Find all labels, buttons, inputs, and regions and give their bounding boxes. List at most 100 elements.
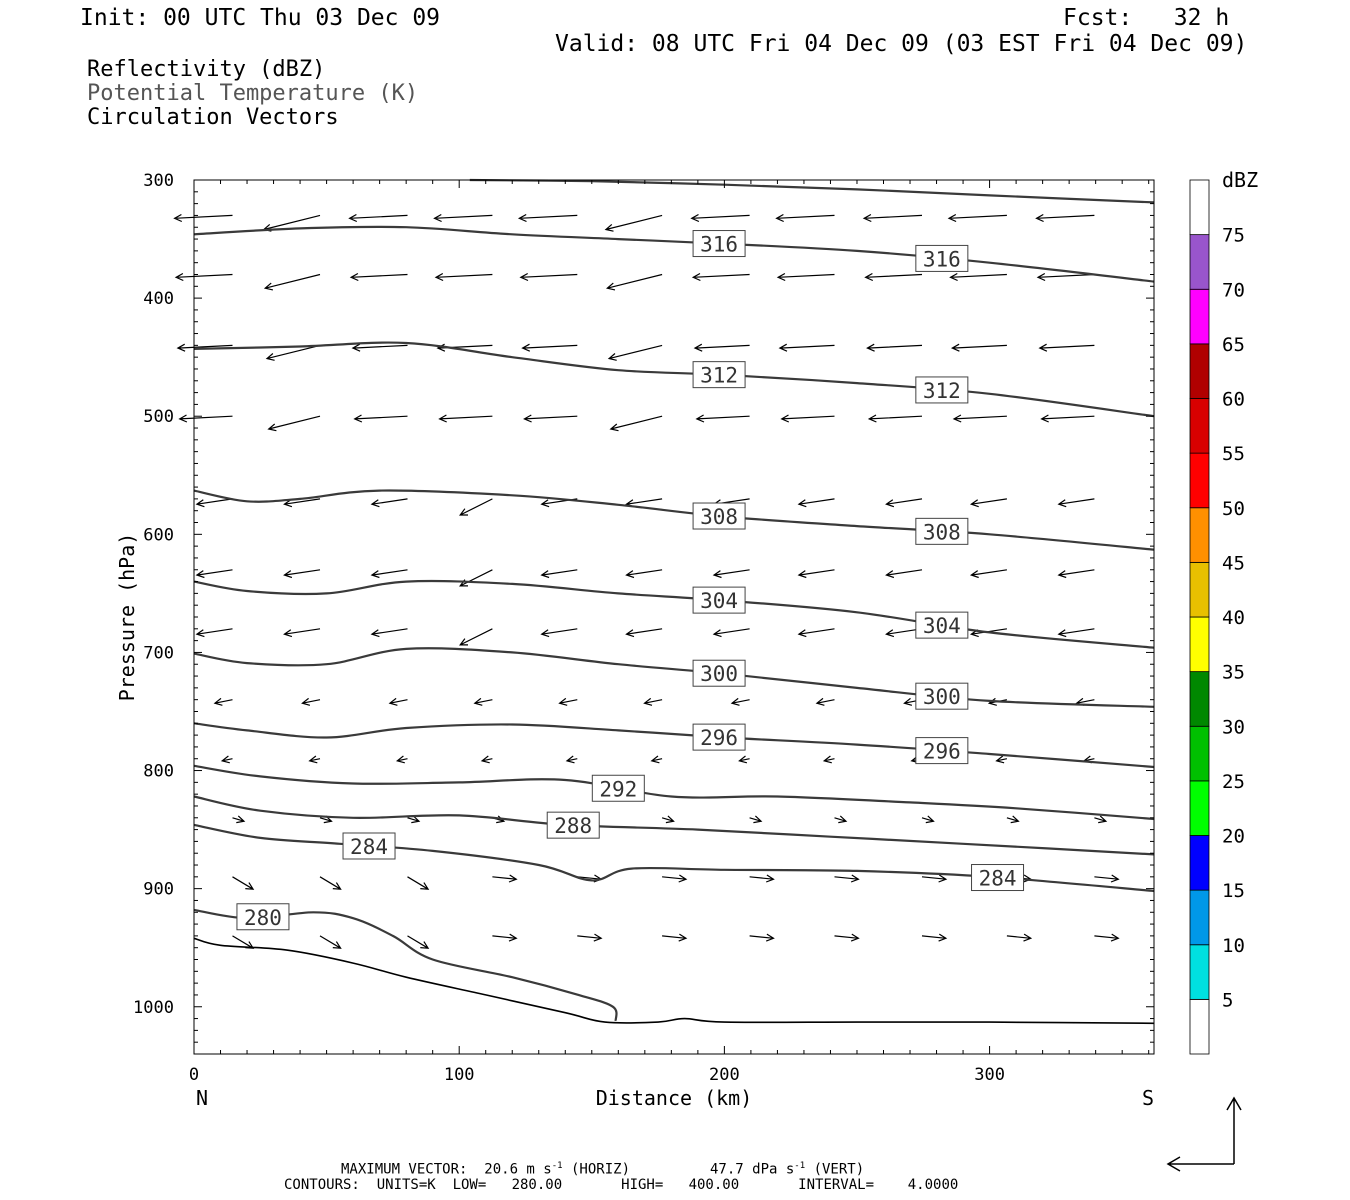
- x-tick-label: 200: [709, 1065, 740, 1085]
- theta-contours: [193, 178, 1155, 1022]
- north-end-label: N: [196, 1086, 208, 1110]
- contour-label: 284: [350, 835, 388, 859]
- reference-vector: [1166, 1096, 1242, 1172]
- theta-contour-284: [193, 823, 1155, 893]
- contour-label-box: [236, 903, 290, 931]
- circulation-vector: [173, 213, 233, 223]
- contour-label: 308: [700, 505, 738, 529]
- circulation-vector: [1006, 933, 1033, 942]
- contour-label: 304: [923, 614, 961, 638]
- circulation-vector: [834, 874, 860, 883]
- colorbar-level-label: 70: [1222, 279, 1245, 301]
- circulation-vector: [607, 344, 663, 361]
- contour-label: 304: [700, 589, 738, 613]
- init-time: Init: 00 UTC Thu 03 Dec 09: [80, 5, 441, 31]
- circulation-vector: [1036, 272, 1095, 282]
- contour-label-box: [915, 517, 969, 545]
- field-reflectivity: Reflectivity (dBZ): [87, 57, 326, 82]
- circulation-vector: [283, 569, 321, 579]
- contour-label-box: [971, 864, 1025, 892]
- y-tick-label: 700: [143, 643, 174, 663]
- contour-label-box: [546, 811, 600, 839]
- circulation-vector: [691, 272, 750, 282]
- circulation-vector: [232, 815, 246, 824]
- circulation-vector: [232, 876, 255, 890]
- theta-contour-312: [193, 341, 1155, 418]
- y-tick-label: 400: [143, 289, 174, 309]
- circulation-vector: [797, 569, 835, 579]
- circulation-vector: [176, 343, 233, 352]
- contour-label-box: [915, 737, 969, 765]
- circulation-vector: [776, 272, 835, 282]
- circulation-vector: [866, 343, 923, 352]
- circulation-vector: [523, 414, 578, 423]
- colorbar-swatch: [1189, 944, 1210, 1000]
- circulation-vector: [1006, 815, 1020, 824]
- circulation-vector: [650, 755, 663, 764]
- circulation-vector: [995, 755, 1008, 764]
- circulation-vector: [492, 933, 518, 942]
- colorbar-swatch: [1189, 398, 1210, 454]
- field-circulation-vectors: Circulation Vectors: [87, 105, 339, 130]
- y-tick-label: 500: [143, 407, 174, 427]
- contour-label-box: [692, 230, 746, 258]
- field-potential-temperature: Potential Temperature (K): [87, 81, 419, 106]
- ground-surface-line: [193, 937, 1155, 1025]
- y-tick-label: 600: [143, 525, 174, 545]
- colorbar-level-label: 55: [1222, 443, 1245, 465]
- contour-label: 316: [923, 247, 961, 271]
- y-tick-label: 1000: [133, 998, 174, 1018]
- circulation-vector: [662, 933, 688, 942]
- contour-label: 280: [244, 906, 282, 930]
- circulation-vector: [921, 815, 935, 824]
- colorbar-swatch: [1189, 561, 1210, 618]
- circulation-vector: [1040, 414, 1095, 423]
- circulation-vector: [577, 933, 603, 942]
- circulation-vector: [540, 628, 578, 638]
- circulation-vector: [815, 697, 835, 706]
- circulation-vector: [1038, 343, 1095, 352]
- colorbar-level-label: 40: [1222, 607, 1245, 629]
- circulation-vector: [473, 697, 493, 706]
- reference-vector-horizontal: [1166, 1156, 1234, 1172]
- colorbar-swatch: [1189, 671, 1210, 727]
- circulation-vector: [388, 697, 408, 706]
- circulation-vectors: [173, 213, 1120, 949]
- circulation-vector: [730, 697, 750, 706]
- circulation-vector: [950, 343, 1007, 352]
- circulation-vector: [319, 876, 342, 890]
- colorbar-level-label: 25: [1222, 771, 1245, 793]
- valid-time: Valid: 08 UTC Fri 04 Dec 09 (03 EST Fri …: [555, 31, 1248, 57]
- theta-contour-320: [469, 178, 1155, 204]
- circulation-vector: [1057, 569, 1095, 579]
- contour-info-text: CONTOURS: UNITS=K LOW= 280.00 HIGH= 400.…: [284, 1177, 959, 1193]
- colorbar-level-label: 60: [1222, 389, 1245, 411]
- contour-label: 296: [923, 740, 961, 764]
- circulation-vector: [969, 569, 1007, 579]
- circulation-vector: [407, 876, 430, 890]
- circulation-vector: [605, 273, 663, 291]
- colorbar-level-label: 5: [1222, 989, 1233, 1011]
- circulation-vector: [438, 414, 493, 423]
- circulation-vector: [864, 272, 923, 282]
- colorbar-level-label: 65: [1222, 334, 1245, 356]
- circulation-vector: [921, 874, 948, 883]
- circulation-vector: [921, 933, 948, 942]
- circulation-vector: [949, 272, 1007, 282]
- reflectivity-colorbar: 5 10 15 20 25 30 35 40 45 50 55 60 65 70 75: [1189, 179, 1245, 1055]
- circulation-vector: [1057, 498, 1095, 508]
- colorbar-swatch: [1189, 889, 1210, 946]
- circulation-vector: [407, 935, 430, 949]
- theta-contour-300: [193, 647, 1155, 708]
- y-tick-label: 800: [143, 762, 174, 782]
- circulation-vector: [693, 343, 750, 352]
- circulation-vector: [1094, 933, 1120, 942]
- contour-label-box: [915, 682, 969, 710]
- circulation-vector: [822, 755, 835, 764]
- circulation-vector: [370, 628, 408, 638]
- colorbar-level-label: 20: [1222, 826, 1245, 848]
- circulation-vector: [625, 569, 663, 579]
- circulation-vector: [661, 815, 675, 824]
- circulation-vector: [195, 498, 233, 508]
- circulation-vector: [834, 815, 848, 824]
